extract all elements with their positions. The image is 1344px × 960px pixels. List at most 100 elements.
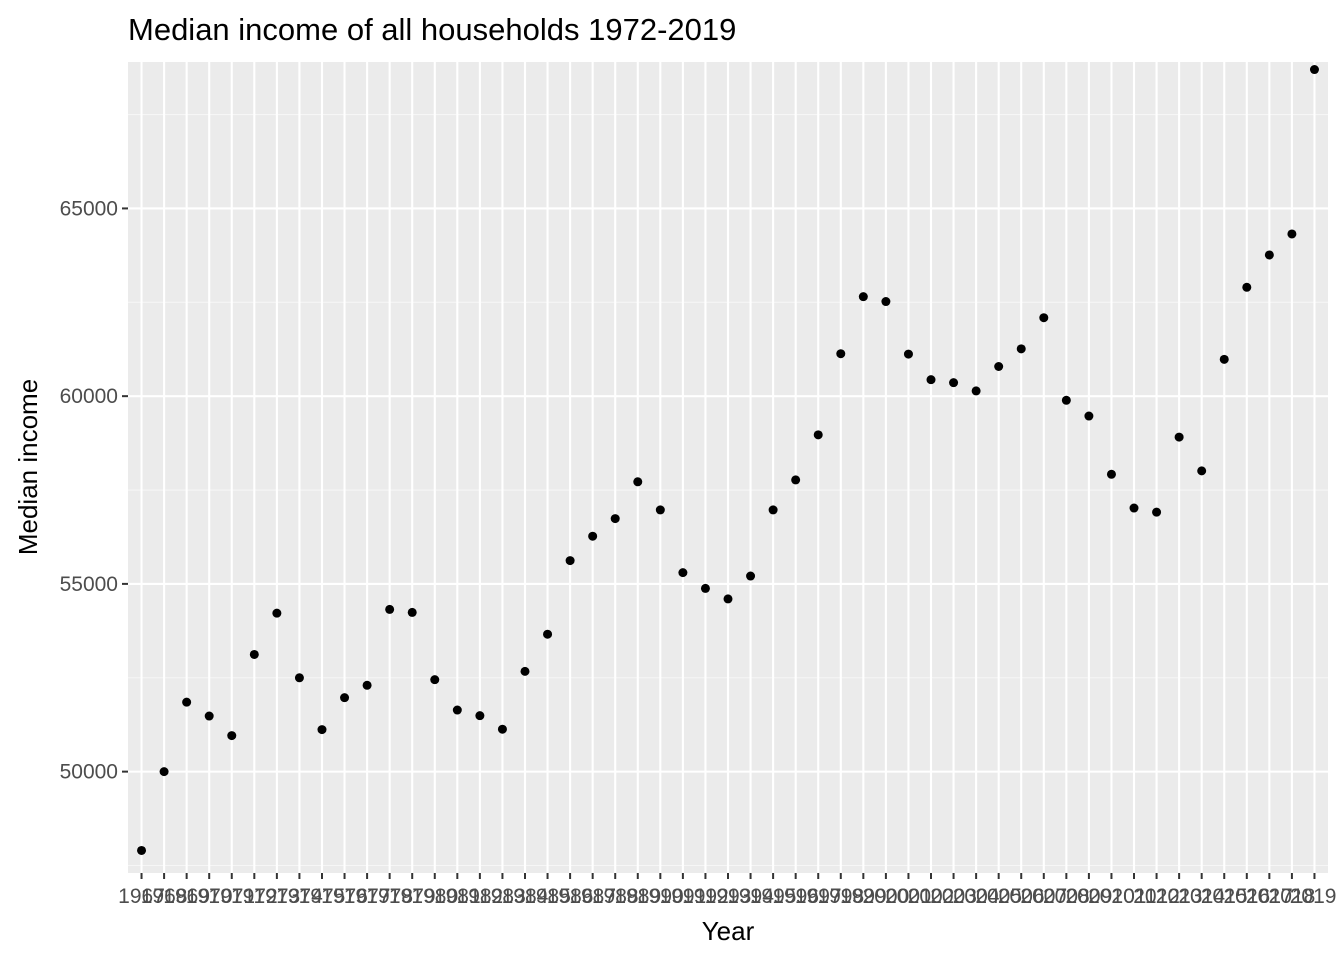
data-point <box>340 693 350 703</box>
x-tick-label: 1994 <box>727 885 774 908</box>
x-tick-label: 1995 <box>750 885 797 908</box>
data-point <box>520 666 530 676</box>
x-tick-label: 2011 <box>1111 885 1156 908</box>
data-point <box>971 386 981 396</box>
data-point <box>1106 469 1116 479</box>
data-point <box>610 514 620 524</box>
data-point <box>407 607 417 617</box>
data-point <box>227 731 237 741</box>
x-axis-title: Year <box>702 916 755 946</box>
y-axis-title: Median income <box>13 379 43 555</box>
y-tick-label: 65000 <box>60 197 118 220</box>
data-point <box>317 725 327 735</box>
data-point <box>294 673 304 683</box>
data-point <box>926 375 936 385</box>
x-axis-ticks: 1967196819691970197119721973197419751976… <box>118 873 1336 908</box>
x-tick-label: 1992 <box>682 885 729 908</box>
data-point <box>1084 411 1094 421</box>
data-point <box>588 531 598 541</box>
data-point <box>1309 65 1319 75</box>
x-tick-label: 2010 <box>1088 885 1135 908</box>
data-point <box>700 583 710 593</box>
data-point <box>1197 466 1207 476</box>
x-tick-label: 1990 <box>637 885 684 908</box>
x-tick-label: 2001 <box>885 885 932 908</box>
x-tick-label: 2016 <box>1223 885 1270 908</box>
x-tick-label: 1996 <box>772 885 819 908</box>
data-point <box>272 608 282 618</box>
x-tick-label: 1973 <box>254 885 301 908</box>
data-point <box>1016 344 1026 354</box>
data-point <box>475 711 485 721</box>
data-points <box>137 65 1319 855</box>
x-tick-label: 1991 <box>660 885 707 908</box>
data-point <box>836 349 846 359</box>
x-tick-label: 1969 <box>163 885 210 908</box>
x-tick-label: 1998 <box>817 885 864 908</box>
y-tick-label: 50000 <box>60 761 118 784</box>
x-tick-label: 2004 <box>953 885 1000 908</box>
data-point <box>204 711 214 721</box>
data-point <box>768 505 778 515</box>
chart-title: Median income of all households 1972-201… <box>128 12 736 47</box>
data-point <box>903 349 913 359</box>
x-tick-label: 1997 <box>795 885 842 908</box>
y-axis-ticks: 50000 55000 60000 65000 <box>60 197 128 784</box>
data-point <box>249 649 259 659</box>
data-point <box>881 297 891 307</box>
data-point <box>994 362 1004 372</box>
data-point <box>1264 250 1274 260</box>
x-tick-label: 2019 <box>1290 885 1337 908</box>
data-point <box>159 767 169 777</box>
data-point <box>565 556 575 566</box>
x-tick-label: 1984 <box>502 885 549 908</box>
x-tick-label: 1985 <box>524 885 571 908</box>
data-point <box>678 568 688 578</box>
x-tick-label: 1976 <box>321 885 368 908</box>
data-point <box>746 571 756 581</box>
x-tick-label: 1986 <box>547 885 594 908</box>
x-tick-label: 1993 <box>705 885 752 908</box>
data-point <box>182 697 192 707</box>
x-tick-label: 1978 <box>366 885 413 908</box>
x-tick-label: 1972 <box>231 885 278 908</box>
x-tick-label: 2015 <box>1201 885 1248 908</box>
data-point <box>1129 503 1139 513</box>
x-tick-label: 2013 <box>1156 885 1203 908</box>
x-tick-label: 2014 <box>1178 885 1225 908</box>
x-tick-label: 1988 <box>592 885 639 908</box>
data-point <box>1242 282 1252 292</box>
x-tick-label: 1971 <box>208 885 255 908</box>
data-point <box>723 594 733 604</box>
data-point <box>1039 313 1049 323</box>
data-point <box>497 724 507 734</box>
x-tick-label: 1981 <box>434 885 481 908</box>
x-tick-label: 1967 <box>118 885 165 908</box>
data-point <box>813 430 823 440</box>
x-tick-label: 1977 <box>344 885 391 908</box>
data-point <box>633 477 643 487</box>
x-tick-label: 2002 <box>908 885 955 908</box>
y-tick-label: 60000 <box>60 385 118 408</box>
x-tick-label: 1983 <box>479 885 526 908</box>
x-tick-label: 2005 <box>975 885 1022 908</box>
x-tick-label: 1975 <box>299 885 346 908</box>
x-tick-label: 2017 <box>1246 885 1293 908</box>
data-point <box>655 505 665 515</box>
x-tick-label: 2000 <box>863 885 910 908</box>
x-tick-label: 2018 <box>1269 885 1316 908</box>
major-gridlines-x <box>140 62 1316 873</box>
data-point <box>430 675 440 685</box>
data-point <box>1152 507 1162 517</box>
data-point <box>858 292 868 302</box>
data-point <box>1174 432 1184 442</box>
x-tick-label: 1979 <box>389 885 436 908</box>
data-point <box>452 705 462 715</box>
data-point <box>543 629 553 639</box>
x-tick-label: 2008 <box>1043 885 1090 908</box>
y-tick-label: 55000 <box>60 573 118 596</box>
x-tick-label: 1989 <box>614 885 661 908</box>
x-tick-label: 1974 <box>276 885 323 908</box>
